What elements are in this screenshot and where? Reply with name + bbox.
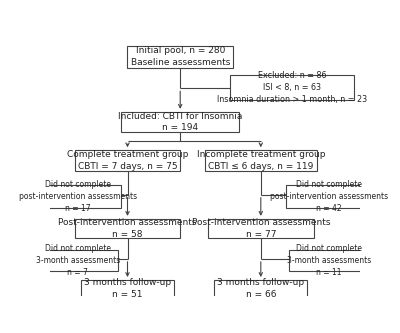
FancyBboxPatch shape <box>205 150 317 171</box>
FancyBboxPatch shape <box>286 185 372 208</box>
Text: Initial pool, n = 280
Baseline assessments: Initial pool, n = 280 Baseline assessmen… <box>130 46 230 67</box>
FancyBboxPatch shape <box>121 112 239 132</box>
FancyBboxPatch shape <box>230 75 354 100</box>
FancyBboxPatch shape <box>214 280 307 297</box>
Text: Post-intervention assessments
n = 58: Post-intervention assessments n = 58 <box>58 218 197 239</box>
Text: Included: CBTI for Insomnia
n = 194: Included: CBTI for Insomnia n = 194 <box>118 112 242 133</box>
FancyBboxPatch shape <box>75 219 180 238</box>
FancyBboxPatch shape <box>75 150 180 171</box>
FancyBboxPatch shape <box>128 46 233 68</box>
Text: Excluded: n = 86
ISI < 8, n = 63
Insomnia duration > 1 month, n = 23: Excluded: n = 86 ISI < 8, n = 63 Insomni… <box>217 71 367 104</box>
FancyBboxPatch shape <box>38 249 118 271</box>
Text: Did not complete
3-month assessments
n = 11: Did not complete 3-month assessments n =… <box>287 244 371 277</box>
FancyBboxPatch shape <box>34 185 121 208</box>
Text: Complete treatment group
CBTI = 7 days, n = 75: Complete treatment group CBTI = 7 days, … <box>67 150 188 171</box>
FancyBboxPatch shape <box>289 249 369 271</box>
Text: 3 months follow-up
n = 66: 3 months follow-up n = 66 <box>217 278 304 299</box>
Text: Incomplete treatment group
CBTI ≤ 6 days, n = 119: Incomplete treatment group CBTI ≤ 6 days… <box>196 150 325 171</box>
Text: 3 months follow-up
n = 51: 3 months follow-up n = 51 <box>84 278 171 299</box>
Text: Did not complete
3-month assessments
n = 7: Did not complete 3-month assessments n =… <box>36 244 120 277</box>
FancyBboxPatch shape <box>208 219 314 238</box>
Text: Did not complete
post-intervention assessments
n = 42: Did not complete post-intervention asses… <box>270 180 388 213</box>
Text: Did not complete
post-intervention assessments
n = 17: Did not complete post-intervention asses… <box>19 180 137 213</box>
FancyBboxPatch shape <box>81 280 174 297</box>
Text: Post-intervention assessments
n = 77: Post-intervention assessments n = 77 <box>192 218 330 239</box>
